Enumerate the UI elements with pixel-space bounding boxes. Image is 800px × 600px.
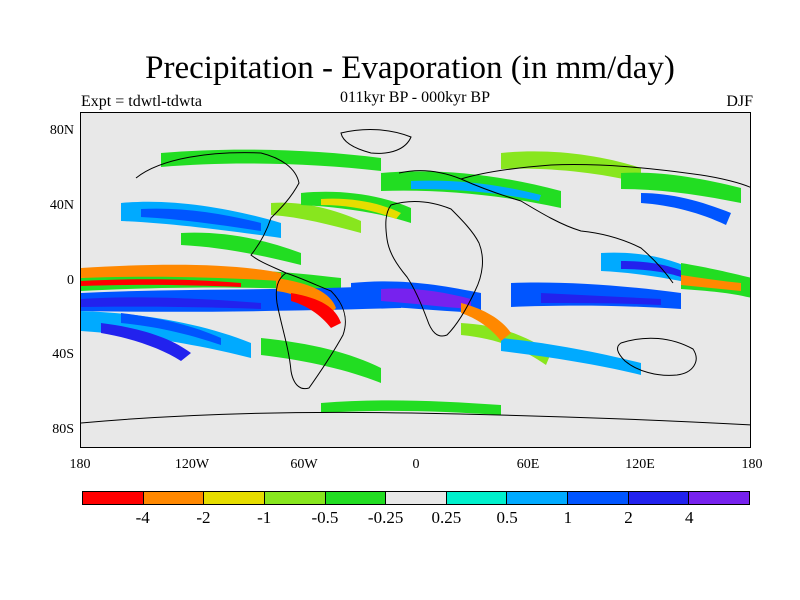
continent-outlines <box>81 129 750 426</box>
map-panel <box>80 112 751 448</box>
colorbar-swatch <box>628 492 690 504</box>
lon-tick-label: 60E <box>516 457 540 472</box>
colorbar-tick-label: 0.5 <box>496 508 518 527</box>
colorbar-swatch <box>507 492 569 504</box>
colorbar-swatch <box>204 492 265 504</box>
lat-tick-label: 0 <box>67 273 74 288</box>
season-label: DJF <box>726 93 753 110</box>
lon-tick-label: 60W <box>290 457 318 472</box>
colorbar-tick-label: 2 <box>624 508 633 527</box>
colorbar-tick-label: -0.5 <box>311 508 339 527</box>
colorbar-swatch <box>83 492 144 504</box>
lat-tick-label: 40N <box>49 198 74 213</box>
lon-tick-label: 180 <box>69 457 91 472</box>
colorbar-tick-label: 1 <box>563 508 573 527</box>
midlatitude-patterns <box>121 149 741 415</box>
precip-evap-map <box>81 129 750 426</box>
colorbar-tick-label: -0.25 <box>367 508 404 527</box>
lat-tick-label: 80S <box>52 422 74 437</box>
tropical-bands <box>81 252 750 361</box>
experiment-label: Expt = tdwtl-tdwta <box>81 93 203 110</box>
lat-tick-label: 40S <box>52 347 74 362</box>
lon-tick-label: 120W <box>174 457 210 472</box>
colorbar-tick-label: -2 <box>196 508 211 527</box>
colorbar-tick-label: 0.25 <box>431 508 462 527</box>
colorbar-swatch <box>446 492 508 504</box>
chart-title: Precipitation - Evaporation (in mm/day) <box>145 50 675 86</box>
colorbar-tick-label: 4 <box>685 508 694 527</box>
colorbar-swatch <box>386 492 447 504</box>
colorbar-swatch <box>689 492 750 504</box>
colorbar-tick-label: -1 <box>257 508 272 527</box>
colorbar-swatch <box>264 492 326 504</box>
colorbar-swatch <box>568 492 629 504</box>
lon-tick-label: 0 <box>412 457 420 472</box>
lat-tick-label: 80N <box>49 123 74 138</box>
colorbar-tick-label: -4 <box>135 508 150 527</box>
lon-tick-label: 120E <box>625 457 655 472</box>
chart-subtitle: 011kyr BP - 000kyr BP <box>340 89 490 106</box>
lon-tick-label: 180 <box>741 457 763 472</box>
colorbar <box>82 491 750 505</box>
colorbar-swatch <box>143 492 205 504</box>
colorbar-swatch <box>325 492 387 504</box>
